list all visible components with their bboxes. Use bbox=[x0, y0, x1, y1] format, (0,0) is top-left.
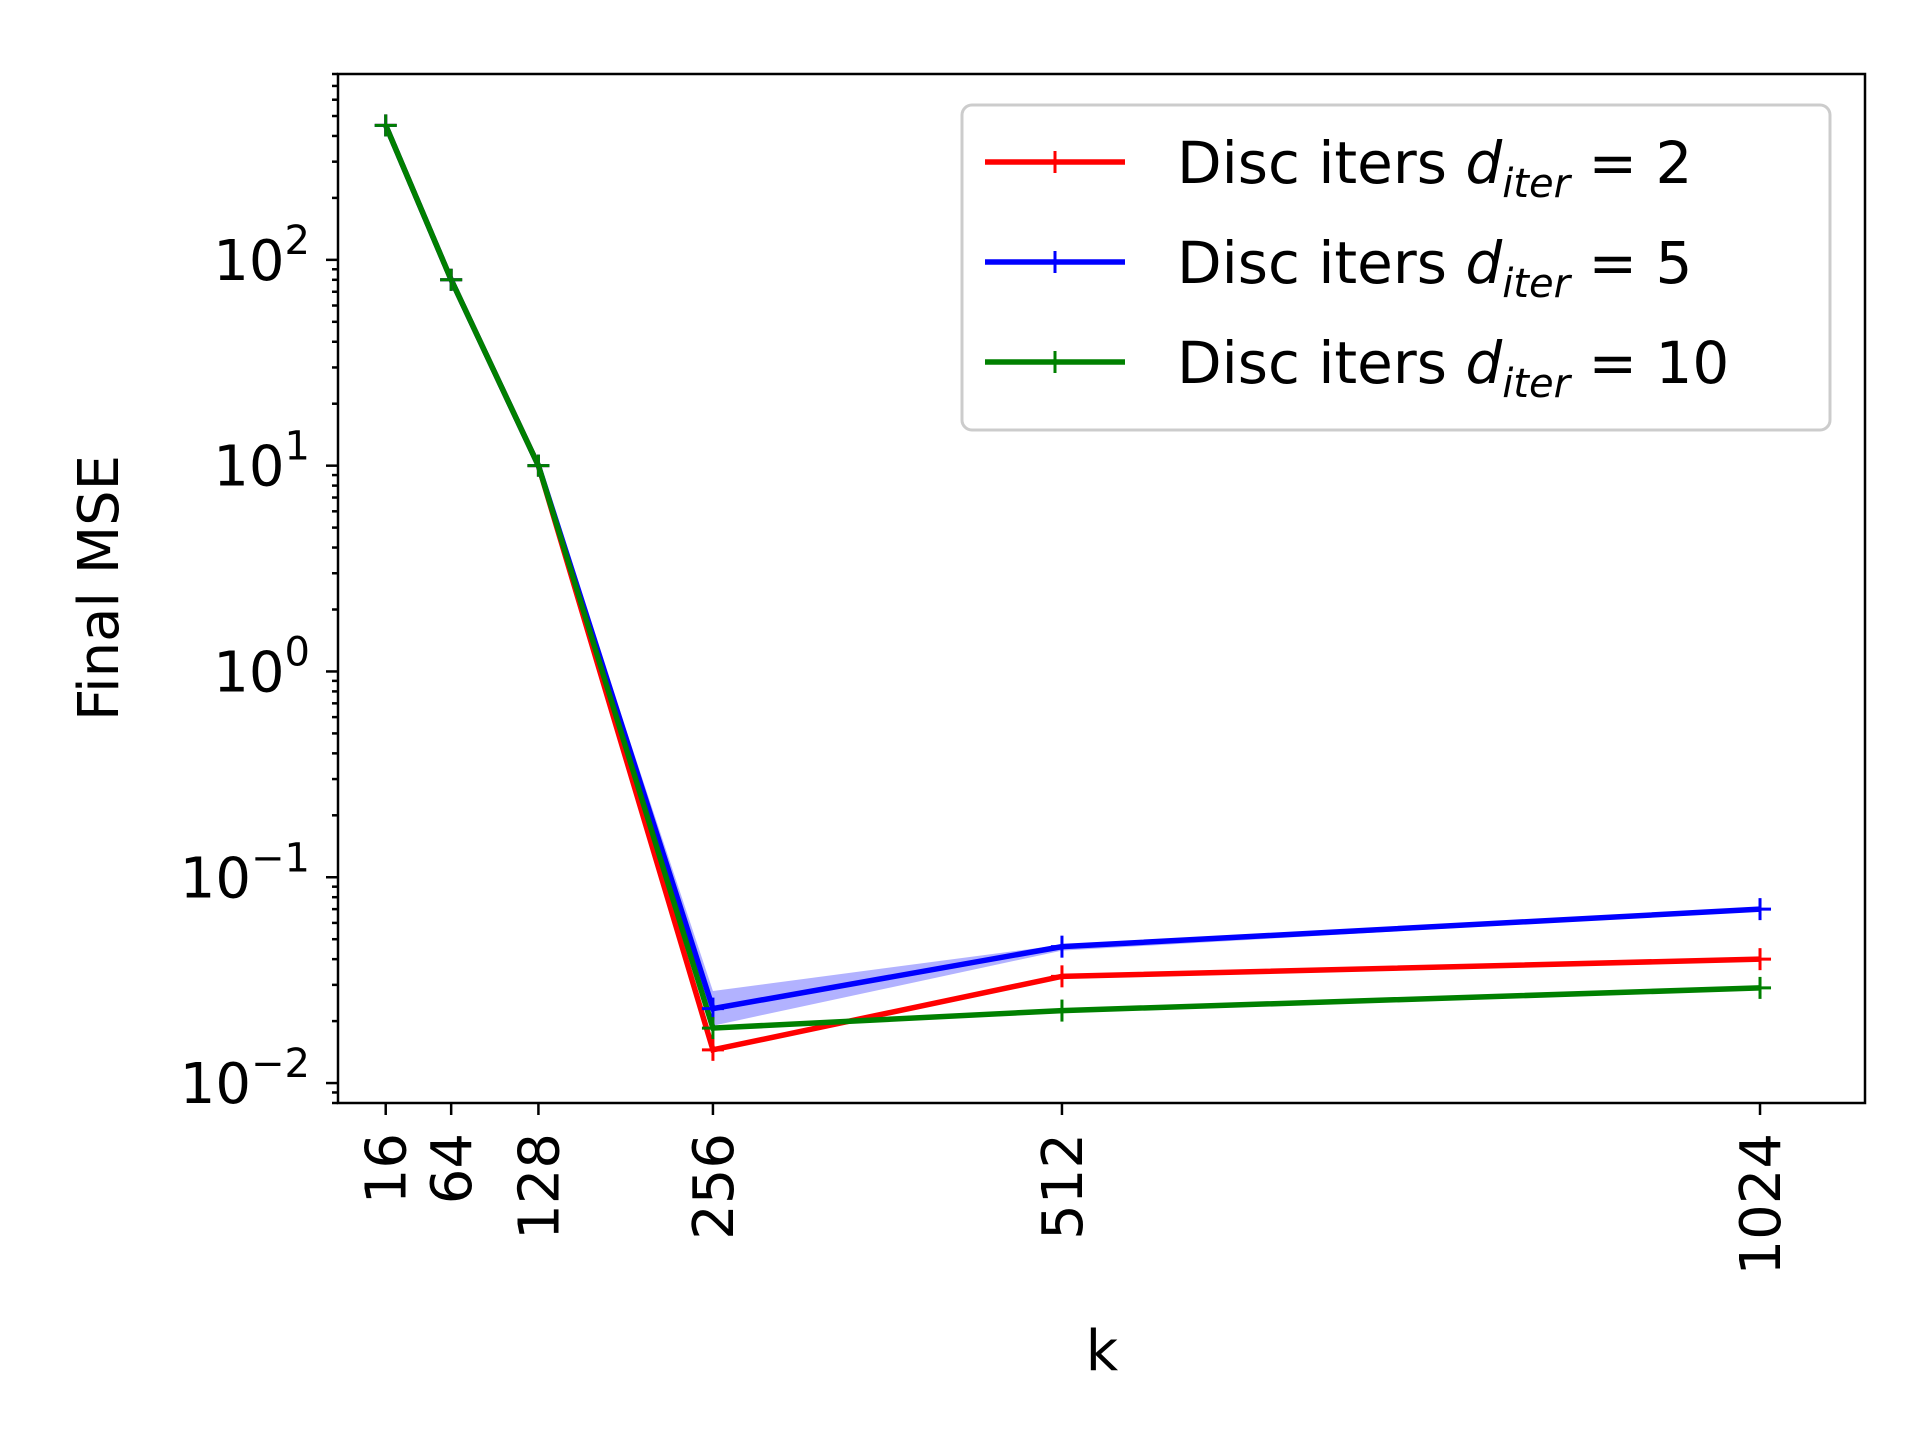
plot-frame bbox=[336, 72, 1867, 1105]
legend-box bbox=[960, 103, 1832, 432]
y-tick-label-4: 10−2 bbox=[180, 1041, 310, 1117]
y-tick-label-0: 102 bbox=[213, 218, 310, 294]
series-0-point-4 bbox=[1050, 965, 1073, 988]
series-0-point-5 bbox=[1749, 948, 1772, 971]
legend-label-1: Disc iters diter = 5 bbox=[1177, 229, 1692, 307]
series-2-point-1 bbox=[440, 268, 463, 291]
x-tick-label-0: 16 bbox=[355, 1133, 420, 1204]
x-tick-label-1: 64 bbox=[420, 1133, 485, 1204]
x-tick-label-3: 256 bbox=[682, 1133, 747, 1240]
series-2-point-4 bbox=[1050, 999, 1073, 1022]
x-tick-label-5: 1024 bbox=[1729, 1133, 1794, 1276]
series-2-point-0 bbox=[374, 114, 397, 137]
series-1-point-5 bbox=[1749, 898, 1772, 921]
y-tick-label-1: 101 bbox=[213, 424, 310, 500]
y-axis-label: Final MSE bbox=[67, 455, 132, 721]
x-axis-label: k bbox=[1086, 1319, 1119, 1384]
legend-label-0: Disc iters diter = 2 bbox=[1177, 129, 1692, 207]
y-tick-label-2: 100 bbox=[213, 629, 310, 705]
x-tick-label-4: 512 bbox=[1031, 1133, 1096, 1240]
x-tick-label-2: 128 bbox=[507, 1133, 572, 1240]
series-2-point-3 bbox=[701, 1017, 724, 1040]
series-1-point-3 bbox=[701, 997, 724, 1020]
series-2-point-5 bbox=[1749, 976, 1772, 999]
series-lines bbox=[383, 124, 1761, 1054]
legend-label-2: Disc iters diter = 10 bbox=[1177, 329, 1729, 407]
y-axis: 102 101 100 10−1 10−2 bbox=[180, 72, 338, 1117]
series-2-line bbox=[383, 124, 1761, 1031]
series-0-point-3 bbox=[701, 1038, 724, 1061]
series-2-point-2 bbox=[527, 454, 550, 477]
y-tick-label-3: 10−1 bbox=[180, 835, 310, 911]
series-markers bbox=[374, 114, 1772, 1061]
x-axis: 16 64 128 256 512 1024 bbox=[355, 1103, 1794, 1276]
legend: Disc iters diter = 2 Disc iters diter = 5… bbox=[960, 103, 1832, 432]
series-1-point-4 bbox=[1050, 935, 1073, 958]
